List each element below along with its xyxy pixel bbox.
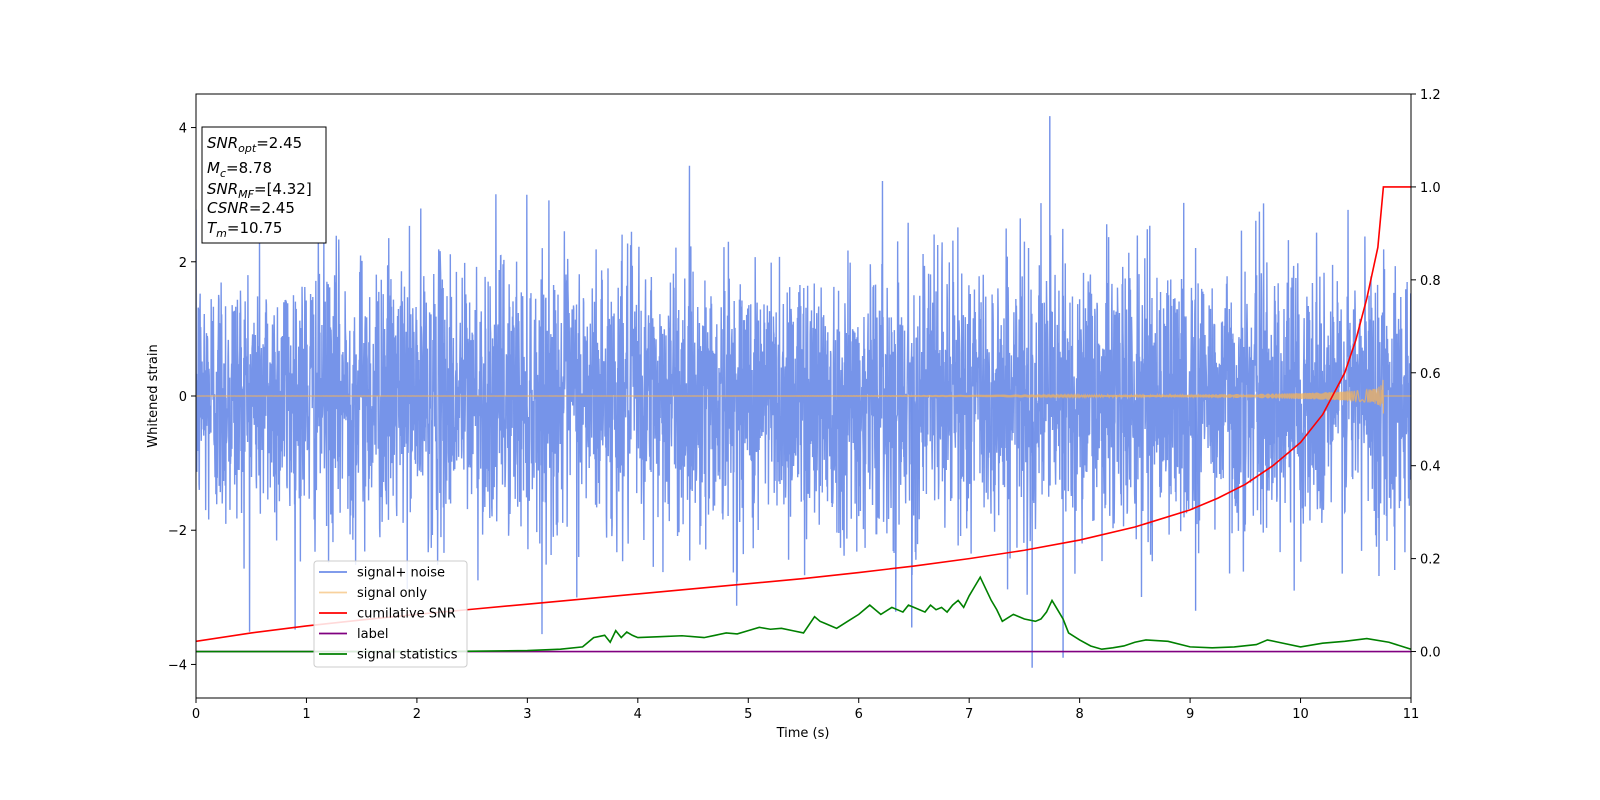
y-right-tick-label: 0.8: [1420, 274, 1441, 289]
x-tick-label: 10: [1292, 707, 1309, 722]
signal-only-line: [196, 379, 1411, 414]
x-tick-label: 7: [965, 707, 973, 722]
legend-label: label: [357, 627, 388, 642]
y-left-tick-label: −4: [168, 658, 187, 673]
y-left-tick-label: −2: [168, 524, 187, 539]
info-line: SNRMF=[4.32]: [207, 180, 312, 201]
legend-label: signal+ noise: [357, 566, 445, 581]
y-right-tick-label: 1.2: [1420, 88, 1441, 103]
x-tick-label: 11: [1403, 707, 1420, 722]
info-line: Tm=10.75: [207, 219, 282, 240]
info-line: Mc=8.78: [207, 159, 272, 180]
x-tick-label: 9: [1186, 707, 1194, 722]
y-left-tick-label: 4: [179, 122, 187, 137]
x-tick-label: 0: [192, 707, 200, 722]
y-axis-right-ticks: 0.0 0.2 0.4 0.6 0.8 1.0 1.2: [1411, 88, 1441, 661]
legend: signal+ noise signal only cumilative SNR la…: [313, 560, 468, 668]
y-right-tick-label: 0.2: [1420, 553, 1441, 568]
info-line: CSNR=2.45: [207, 199, 295, 217]
x-tick-label: 6: [855, 707, 863, 722]
x-tick-label: 4: [634, 707, 642, 722]
series-signal-only: [196, 379, 1411, 414]
x-tick-label: 8: [1075, 707, 1083, 722]
x-tick-label: 1: [302, 707, 310, 722]
y-left-tick-label: 2: [179, 256, 187, 271]
y-left-tick-label: 0: [179, 390, 187, 405]
x-tick-label: 3: [523, 707, 531, 722]
y-axis-label: Whitened strain: [146, 344, 161, 447]
y-right-tick-label: 1.0: [1420, 181, 1441, 196]
g-stats-line: [196, 575, 1411, 653]
x-axis-ticks: 0 1 2 3 4 5 6 7 8 9 10 11: [192, 698, 1419, 722]
legend-label: signal statistics: [357, 648, 458, 663]
series-signal-statistics: [196, 575, 1411, 653]
x-tick-label: 5: [744, 707, 752, 722]
x-tick-label: 2: [413, 707, 421, 722]
legend-label: signal only: [357, 586, 427, 601]
legend-label: cumilative SNR: [357, 607, 456, 622]
y-axis-left-ticks: −4 −2 0 2 4: [168, 122, 196, 673]
info-line: SNRopt=2.45: [207, 134, 302, 155]
y-right-tick-label: 0.0: [1420, 646, 1441, 661]
y-right-tick-label: 0.6: [1420, 367, 1441, 382]
x-axis-label: Time (s): [776, 726, 830, 741]
y-right-tick-label: 0.4: [1420, 460, 1441, 475]
